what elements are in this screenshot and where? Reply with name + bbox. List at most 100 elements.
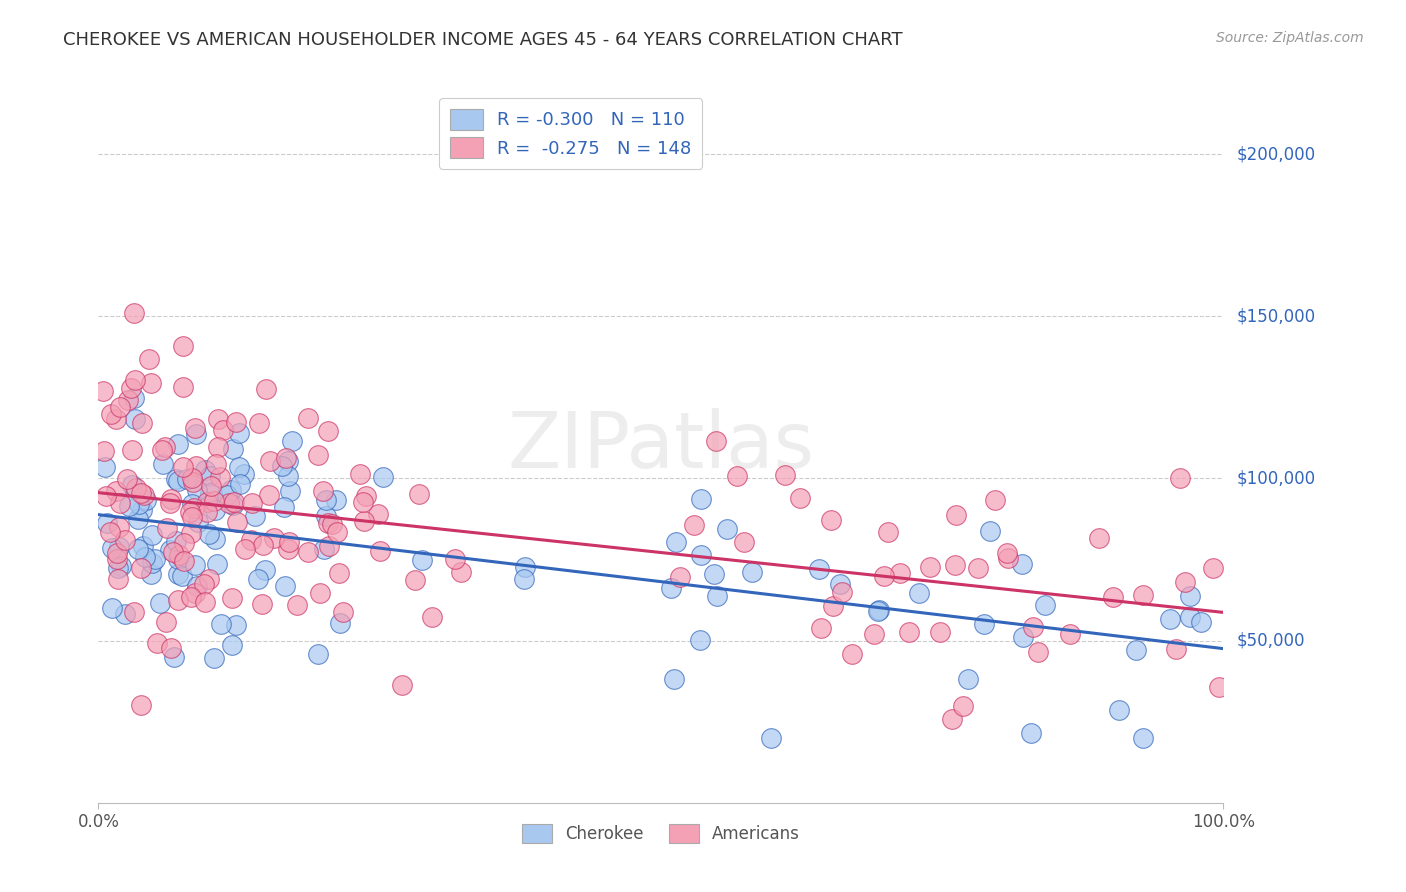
Point — [165, 534, 187, 549]
Point — [129, 485, 152, 500]
Point — [225, 415, 247, 429]
Point — [329, 615, 352, 630]
Point — [1026, 644, 1049, 658]
Point — [179, 505, 201, 519]
Point — [219, 483, 242, 497]
Point — [129, 698, 152, 713]
Point — [229, 477, 252, 491]
Point — [207, 411, 229, 425]
Text: CHEROKEE VS AMERICAN HOUSEHOLDER INCOME AGES 45 - 64 YEARS CORRELATION CHART: CHEROKEE VS AMERICAN HOUSEHOLDER INCOME … — [63, 31, 903, 49]
Point — [205, 457, 228, 471]
Point — [173, 553, 195, 567]
Point — [1021, 620, 1043, 634]
Point — [200, 479, 222, 493]
Point — [443, 551, 465, 566]
Point — [368, 544, 391, 558]
Point — [184, 586, 207, 600]
Point — [114, 533, 136, 548]
Point — [979, 524, 1001, 538]
Point — [716, 522, 738, 536]
Text: $100,000: $100,000 — [1237, 469, 1316, 487]
Point — [187, 515, 209, 529]
Point — [408, 486, 430, 500]
Point — [943, 558, 966, 573]
Point — [122, 605, 145, 619]
Point — [259, 488, 281, 502]
Point — [733, 534, 755, 549]
Point — [107, 572, 129, 586]
Point — [252, 538, 274, 552]
Point — [143, 552, 166, 566]
Point — [997, 551, 1019, 566]
Point — [159, 491, 181, 506]
Point — [273, 500, 295, 514]
Point — [166, 474, 188, 488]
Point — [132, 539, 155, 553]
Point — [1108, 703, 1130, 717]
Point — [759, 731, 782, 745]
Point — [204, 532, 226, 546]
Point — [172, 460, 194, 475]
Point — [253, 563, 276, 577]
Point — [173, 536, 195, 550]
Point — [115, 472, 138, 486]
Point — [689, 492, 711, 507]
Point — [122, 306, 145, 320]
Point — [956, 672, 979, 686]
Point — [94, 460, 117, 475]
Point — [1132, 731, 1154, 745]
Point — [222, 498, 245, 512]
Point — [105, 552, 128, 566]
Point — [373, 469, 395, 483]
Point — [107, 561, 129, 575]
Point — [94, 490, 117, 504]
Point — [512, 572, 534, 586]
Point — [1033, 598, 1056, 612]
Point — [100, 600, 122, 615]
Point — [706, 589, 728, 603]
Point — [172, 339, 194, 353]
Point — [217, 488, 239, 502]
Point — [277, 454, 299, 468]
Point — [127, 512, 149, 526]
Point — [184, 458, 207, 473]
Point — [166, 593, 188, 607]
Point — [198, 486, 221, 500]
Point — [277, 535, 299, 549]
Point — [297, 544, 319, 558]
Point — [198, 572, 221, 586]
Point — [277, 542, 299, 557]
Point — [307, 448, 329, 462]
Point — [420, 610, 443, 624]
Point — [181, 475, 204, 490]
Point — [898, 624, 921, 639]
Point — [141, 556, 163, 570]
Point — [1166, 642, 1188, 657]
Point — [134, 550, 156, 565]
Point — [233, 541, 256, 556]
Point — [222, 442, 245, 456]
Point — [172, 569, 194, 583]
Point — [273, 579, 295, 593]
Point — [689, 633, 711, 648]
Point — [862, 627, 884, 641]
Text: $150,000: $150,000 — [1237, 307, 1316, 326]
Point — [225, 617, 247, 632]
Point — [184, 558, 207, 572]
Point — [121, 442, 143, 457]
Point — [204, 503, 226, 517]
Point — [349, 467, 371, 481]
Point — [278, 483, 301, 498]
Point — [1189, 615, 1212, 630]
Point — [325, 492, 347, 507]
Point — [153, 441, 176, 455]
Point — [96, 516, 118, 530]
Point — [141, 376, 163, 391]
Point — [318, 539, 340, 553]
Point — [221, 591, 243, 606]
Point — [889, 566, 911, 580]
Point — [1174, 574, 1197, 589]
Point — [117, 392, 139, 407]
Point — [107, 520, 129, 534]
Point — [907, 585, 929, 599]
